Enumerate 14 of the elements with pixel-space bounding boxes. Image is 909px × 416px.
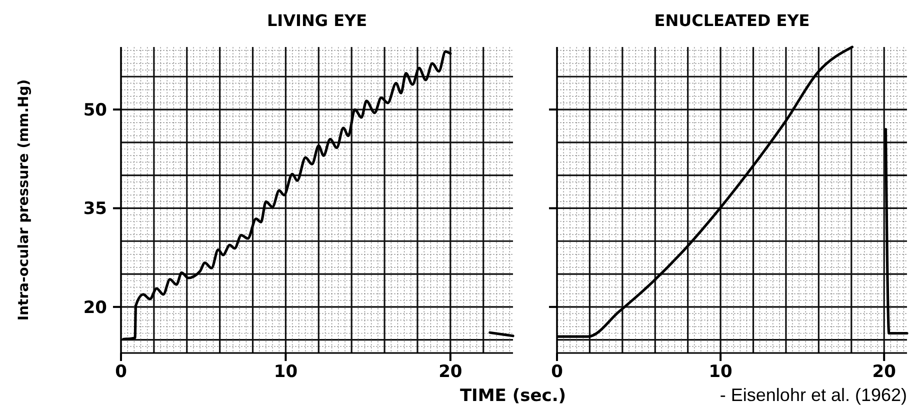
- chart-title: LIVING EYE: [266, 11, 368, 30]
- x-tick-label: 10: [708, 362, 733, 382]
- x-tick-label: 10: [274, 362, 298, 382]
- text: - Eisenlohr et al. (1962): [720, 385, 907, 405]
- x-tick-label: 0: [115, 362, 128, 382]
- x-tick-label: 20: [872, 362, 896, 382]
- y-tick-label: 20: [83, 298, 108, 318]
- y-axis-title: Intra-ocular pressure (mm.Hg): [16, 79, 32, 321]
- y-tick-label: 35: [83, 199, 107, 220]
- x-tick-label: 20: [438, 362, 462, 382]
- x-axis-title: TIME (sec.): [460, 386, 566, 406]
- chart-title: ENUCLEATED EYE: [654, 11, 810, 30]
- y-tick-label: 50: [83, 100, 108, 120]
- x-tick-label: 0: [551, 362, 564, 382]
